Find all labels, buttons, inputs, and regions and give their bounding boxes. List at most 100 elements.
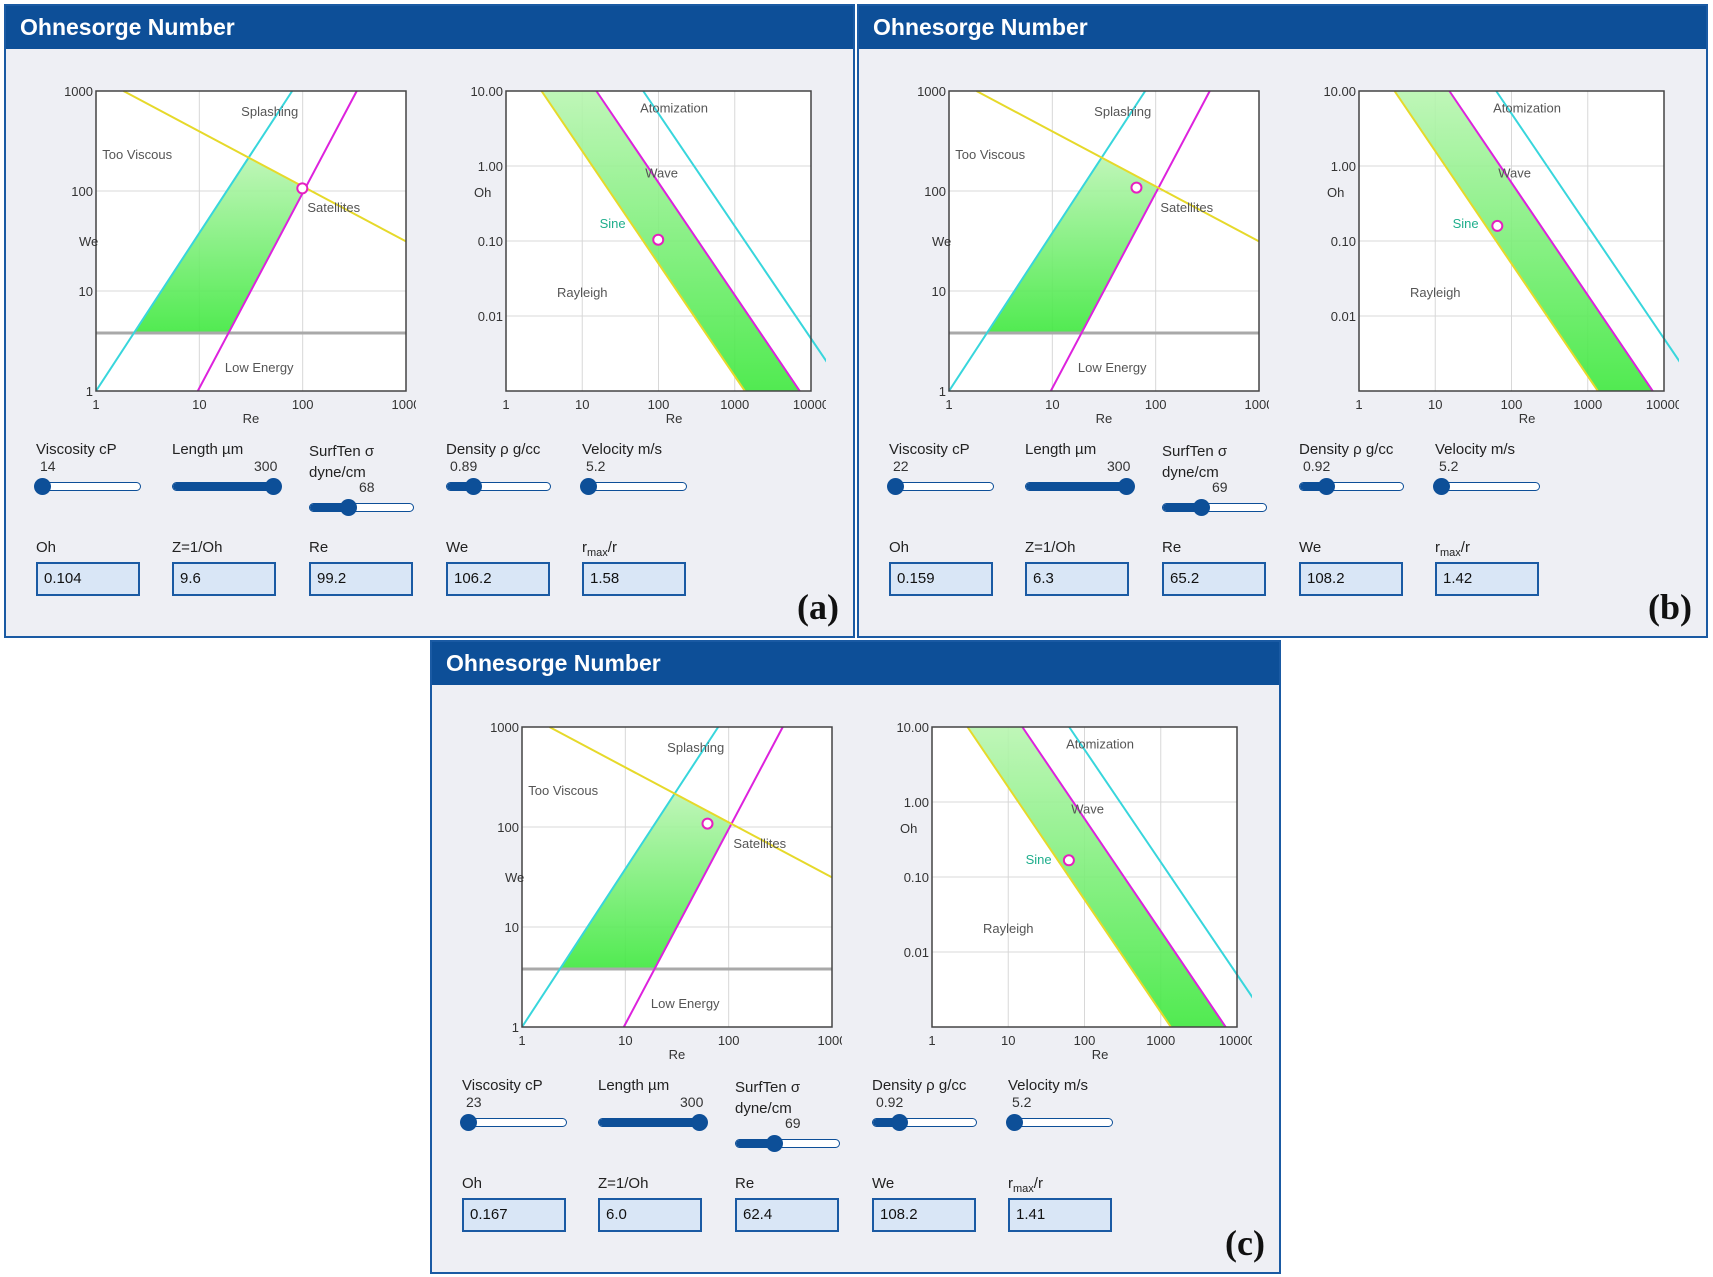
viscosity-slider-thumb[interactable]: [887, 478, 905, 495]
y-tick-label: 1: [939, 384, 946, 399]
re-result-label: Re: [1162, 539, 1182, 556]
we-result-field[interactable]: 108.2: [872, 1198, 976, 1232]
x-tick-label: 100: [1145, 397, 1167, 412]
y-tick-label: 1: [512, 1020, 519, 1035]
density-slider-thumb[interactable]: [464, 478, 482, 495]
length-slider-thumb[interactable]: [264, 478, 282, 495]
velocity-slider[interactable]: [1433, 478, 1540, 495]
splashing-label: Splashing: [241, 104, 298, 119]
viscosity-slider-thumb[interactable]: [34, 478, 52, 495]
re-result-field[interactable]: 99.2: [309, 562, 413, 596]
viscosity-label: Viscosity cP: [889, 441, 970, 458]
velocity-slider[interactable]: [580, 478, 687, 495]
z-result: Z=1/Oh 6.3: [1025, 539, 1135, 596]
operating-point: [1491, 219, 1504, 232]
we-result: We 106.2: [446, 539, 556, 596]
re-result-field[interactable]: 65.2: [1162, 562, 1266, 596]
plot-frame: [521, 726, 833, 1028]
oh-result-field[interactable]: 0.167: [462, 1198, 566, 1232]
density-value: 0.92: [876, 1094, 904, 1110]
x-tick-label: 10: [192, 397, 206, 412]
wave-label: Wave: [645, 166, 678, 181]
too-viscous-line: [521, 726, 720, 1028]
oh-result-label: Oh: [36, 539, 57, 556]
rmax-result-field[interactable]: 1.58: [582, 562, 686, 596]
panel-body: 1 10 100 1000 1 10 100 1000 Re We Splashing Too Vis…: [432, 685, 1279, 1272]
z-result-field[interactable]: 6.0: [598, 1198, 702, 1232]
y-tick-label: 10: [79, 284, 93, 299]
surften-slider-thumb[interactable]: [340, 499, 358, 516]
atomization-line: [1495, 90, 1679, 363]
low-energy-label: Low Energy: [651, 996, 720, 1011]
plot-frame: [931, 726, 1238, 1028]
y-axis-label: We: [505, 870, 524, 885]
splashing-line: [122, 90, 407, 243]
operating-region: [559, 793, 732, 970]
oh-result-field[interactable]: 0.104: [36, 562, 140, 596]
rmax-result-field[interactable]: 1.41: [1008, 1198, 1112, 1232]
oh-result-field[interactable]: 0.159: [889, 562, 993, 596]
wave-line: [1021, 726, 1227, 1028]
viscosity-slider-thumb[interactable]: [460, 1114, 478, 1131]
we-re-chart: 1 10 100 1000 1 10 100 1000 Re We Splashing Too Vis…: [472, 715, 842, 1060]
length-slider[interactable]: [598, 1114, 708, 1131]
x-tick-label: 1000: [1146, 1033, 1175, 1048]
surften-slider-thumb[interactable]: [1193, 499, 1211, 516]
velocity-label: Velocity m/s: [582, 441, 663, 458]
surften-slider[interactable]: [309, 499, 414, 516]
velocity-slider-thumb[interactable]: [1006, 1114, 1024, 1131]
density-slider-thumb[interactable]: [1317, 478, 1335, 495]
length-slider[interactable]: [172, 478, 282, 495]
z-result: Z=1/Oh 6.0: [598, 1175, 708, 1232]
z-result-field[interactable]: 9.6: [172, 562, 276, 596]
satellites-label: Satellites: [733, 836, 786, 851]
we-result-field[interactable]: 106.2: [446, 562, 550, 596]
x-tick-label: 10: [1001, 1033, 1015, 1048]
y-tick-label: 0.01: [1331, 309, 1356, 324]
we-result: We 108.2: [1299, 539, 1409, 596]
density-slider[interactable]: [446, 478, 551, 495]
x-axis-label: Re: [243, 411, 260, 424]
wave-label: Wave: [1071, 802, 1104, 817]
atomization-label: Atomization: [640, 100, 708, 115]
y-tick-label: 1.00: [904, 795, 929, 810]
viscosity-slider[interactable]: [460, 1114, 567, 1131]
density-slider[interactable]: [872, 1114, 977, 1131]
length-slider-thumb[interactable]: [1117, 478, 1135, 495]
y-tick-label: 0.10: [904, 870, 929, 885]
x-tick-label: 10: [1045, 397, 1059, 412]
we-result-field[interactable]: 108.2: [1299, 562, 1403, 596]
rmax-result-field[interactable]: 1.42: [1435, 562, 1539, 596]
viscosity-slider[interactable]: [34, 478, 141, 495]
surften-label: SurfTen σ dyne/cm: [309, 443, 375, 481]
y-tick-label: 100: [71, 184, 93, 199]
rayleigh-label: Rayleigh: [557, 285, 608, 300]
velocity-slider-thumb[interactable]: [580, 478, 598, 495]
x-axis-label: Re: [1092, 1047, 1109, 1060]
rmax-result: rmax/r 1.42: [1435, 539, 1545, 596]
sine-label: Sine: [600, 216, 626, 231]
density-slider[interactable]: [1299, 478, 1404, 495]
low-energy-label: Low Energy: [225, 360, 294, 375]
length-slider[interactable]: [1025, 478, 1135, 495]
viscosity-slider[interactable]: [887, 478, 994, 495]
length-slider-thumb[interactable]: [690, 1114, 708, 1131]
oh-re-chart-svg: 1 10 100 1000 10000 0.01 0.10 1.00 10.00 Re Oh Atom…: [470, 84, 826, 424]
x-tick-label: 1: [518, 1033, 525, 1048]
velocity-slider-thumb[interactable]: [1433, 478, 1451, 495]
surften-slider[interactable]: [1162, 499, 1267, 516]
density-slider-thumb[interactable]: [890, 1114, 908, 1131]
surften-slider[interactable]: [735, 1135, 840, 1152]
plot-frame: [95, 90, 407, 392]
z-result-label: Z=1/Oh: [1025, 539, 1076, 556]
x-tick-label: 1: [502, 397, 509, 412]
length-slider-fill: [173, 483, 273, 490]
velocity-slider[interactable]: [1006, 1114, 1113, 1131]
panel-c: Ohnesorge Number 1 10 100 1000 1 10 100 1000 Re We…: [430, 640, 1281, 1274]
panel-body: 1 10 100 1000 1 10 100 1000 Re We Splashing Too Vis…: [859, 49, 1706, 636]
re-result-field[interactable]: 62.4: [735, 1198, 839, 1232]
rmax-result-label: rmax/r: [1008, 1175, 1043, 1195]
z-result-field[interactable]: 6.3: [1025, 562, 1129, 596]
density-value: 0.92: [1303, 458, 1331, 474]
surften-slider-thumb[interactable]: [766, 1135, 784, 1152]
